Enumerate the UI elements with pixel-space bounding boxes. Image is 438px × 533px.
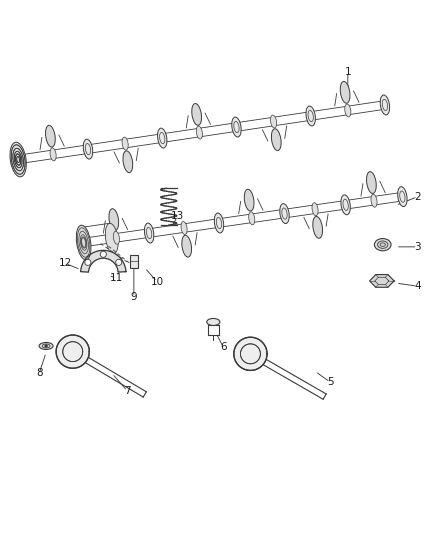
Ellipse shape <box>378 241 388 248</box>
Ellipse shape <box>158 128 167 148</box>
Ellipse shape <box>14 150 23 169</box>
Circle shape <box>116 259 122 265</box>
Text: 1: 1 <box>345 67 351 77</box>
Ellipse shape <box>398 187 407 207</box>
Ellipse shape <box>312 203 318 216</box>
Text: 6: 6 <box>220 342 227 352</box>
Ellipse shape <box>313 216 322 238</box>
Ellipse shape <box>76 225 91 260</box>
Ellipse shape <box>380 95 390 115</box>
Ellipse shape <box>367 172 376 193</box>
Text: 13: 13 <box>171 211 184 221</box>
Text: 11: 11 <box>110 273 123 283</box>
Ellipse shape <box>145 223 154 243</box>
Ellipse shape <box>244 189 254 211</box>
Ellipse shape <box>122 137 128 150</box>
Text: 7: 7 <box>124 386 131 396</box>
Circle shape <box>44 344 48 348</box>
Text: 8: 8 <box>36 368 42 378</box>
Ellipse shape <box>10 142 26 177</box>
Ellipse shape <box>280 204 289 223</box>
Polygon shape <box>370 274 394 287</box>
Text: 2: 2 <box>414 192 421 201</box>
Text: 10: 10 <box>150 277 163 287</box>
Circle shape <box>56 335 89 368</box>
Ellipse shape <box>272 129 281 150</box>
Text: 5: 5 <box>327 377 334 387</box>
Ellipse shape <box>345 104 351 117</box>
Ellipse shape <box>46 125 55 147</box>
Ellipse shape <box>232 117 241 137</box>
Ellipse shape <box>182 235 191 257</box>
Ellipse shape <box>181 222 187 235</box>
Ellipse shape <box>50 148 56 161</box>
Ellipse shape <box>371 194 377 207</box>
Ellipse shape <box>105 223 118 254</box>
Ellipse shape <box>113 231 120 244</box>
Ellipse shape <box>109 209 119 231</box>
Text: 3: 3 <box>414 242 421 252</box>
Circle shape <box>234 337 267 370</box>
FancyBboxPatch shape <box>130 255 138 268</box>
Ellipse shape <box>123 151 133 173</box>
Circle shape <box>100 251 106 257</box>
Ellipse shape <box>214 213 224 233</box>
Text: 9: 9 <box>131 292 137 302</box>
Ellipse shape <box>306 106 315 126</box>
Polygon shape <box>81 251 126 272</box>
Ellipse shape <box>192 103 201 125</box>
Ellipse shape <box>340 82 350 103</box>
Ellipse shape <box>374 239 391 251</box>
Text: 12: 12 <box>59 259 72 269</box>
Ellipse shape <box>271 115 277 128</box>
Ellipse shape <box>79 232 88 253</box>
Circle shape <box>85 259 91 265</box>
Ellipse shape <box>207 318 220 326</box>
Ellipse shape <box>249 212 255 225</box>
Ellipse shape <box>83 139 93 159</box>
Text: 4: 4 <box>414 281 421 291</box>
Ellipse shape <box>39 343 53 350</box>
Ellipse shape <box>341 195 350 215</box>
Ellipse shape <box>196 126 202 139</box>
